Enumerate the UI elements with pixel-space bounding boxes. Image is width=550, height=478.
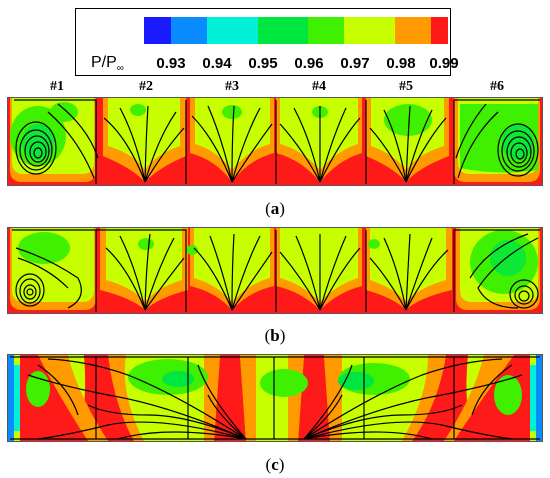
legend-swatch-1	[144, 17, 171, 44]
section-label-2: #2	[139, 79, 153, 94]
caption-c-close: )	[278, 455, 285, 474]
section-label-5: #5	[399, 79, 413, 94]
legend-swatch-7	[395, 17, 431, 44]
caption-a-open: (	[265, 199, 271, 218]
legend-variable-main: P/P	[91, 54, 117, 71]
caption-c: (c)	[266, 455, 285, 475]
panel-b-contour	[7, 227, 543, 314]
legend-variable-sub: ∞	[116, 63, 124, 74]
legend-swatch-8	[431, 17, 448, 44]
caption-c-open: (	[265, 455, 272, 474]
caption-b-close: )	[279, 326, 286, 345]
caption-b-letter: b	[270, 326, 280, 345]
caption-a-letter: a	[270, 199, 280, 218]
caption-b: (b)	[265, 326, 286, 346]
panel-c-field	[8, 355, 542, 441]
section-label-6: #6	[490, 79, 504, 94]
section-label-3: #3	[225, 79, 239, 94]
panel-a-contour	[7, 97, 543, 186]
section-label-4: #4	[312, 79, 326, 94]
caption-a: (a)	[265, 199, 285, 219]
legend-swatch-2	[171, 17, 207, 44]
legend-tick-4: 0.96	[294, 55, 324, 72]
legend-swatch-5	[308, 17, 344, 44]
legend-tick-2: 0.94	[202, 55, 232, 72]
panel-a-field	[8, 98, 542, 185]
legend-variable-label: P/P∞	[91, 54, 124, 74]
legend-tick-7: 0.99	[429, 55, 459, 72]
legend-swatch-4	[258, 17, 308, 44]
panel-b-field	[8, 228, 542, 313]
caption-c-letter: c	[271, 455, 279, 474]
legend-swatch-6	[344, 17, 395, 44]
legend-swatch-3	[207, 17, 258, 44]
caption-b-open: (	[264, 326, 271, 345]
legend-tick-5: 0.97	[340, 55, 370, 72]
section-label-1: #1	[50, 79, 64, 94]
legend-tick-6: 0.98	[386, 55, 416, 72]
panel-c-contour	[7, 354, 543, 442]
pressure-legend: P/P∞ 0.93 0.94 0.95 0.96 0.97 0.98 0.99	[75, 8, 459, 76]
legend-tick-1: 0.93	[156, 55, 186, 72]
caption-a-close: )	[279, 199, 285, 218]
legend-tick-3: 0.95	[248, 55, 278, 72]
